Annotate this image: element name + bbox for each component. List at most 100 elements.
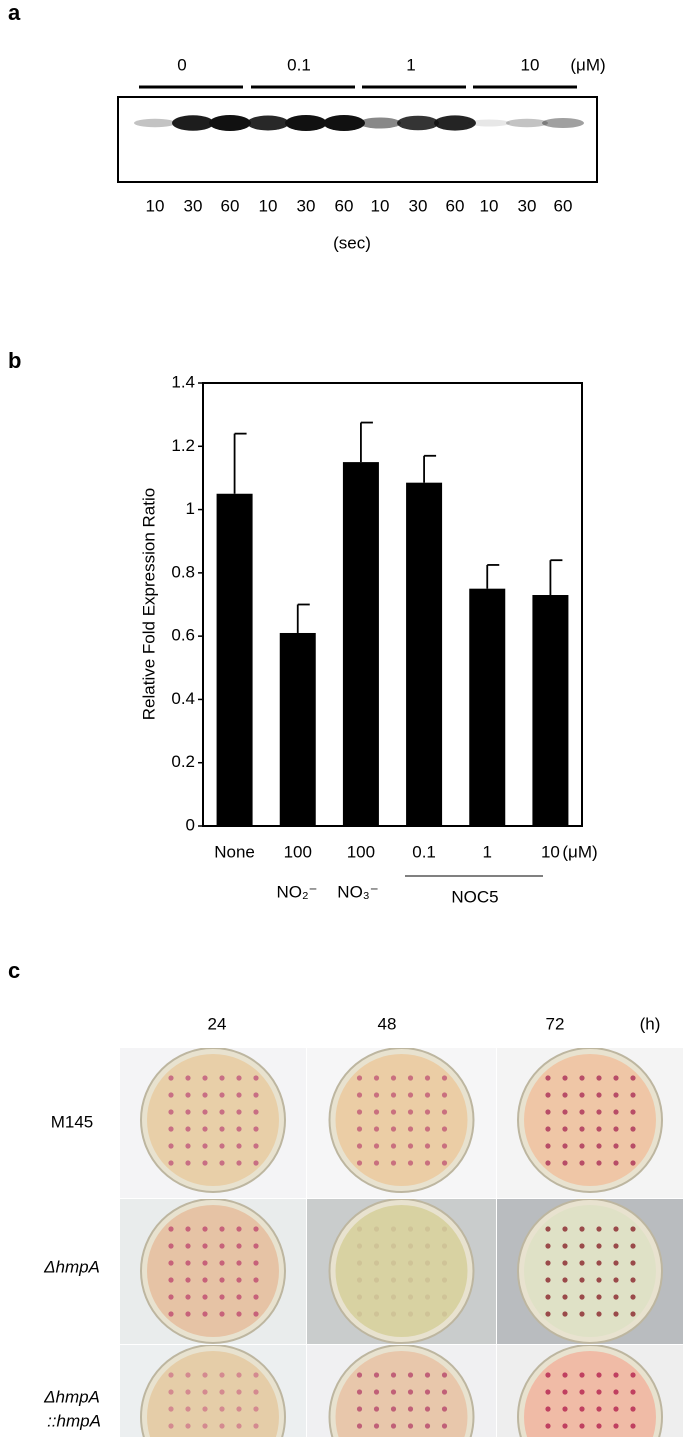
band — [209, 115, 251, 131]
time-label: 48 — [378, 1014, 397, 1033]
colony — [390, 1372, 397, 1378]
plate-agar — [335, 1351, 468, 1437]
colony — [168, 1372, 174, 1378]
colony — [596, 1406, 602, 1412]
colony — [356, 1126, 363, 1132]
time-label: 60 — [446, 196, 465, 215]
colony — [545, 1294, 551, 1300]
colony — [424, 1389, 431, 1395]
colony — [168, 1160, 174, 1166]
colony — [630, 1075, 636, 1081]
colony — [390, 1277, 397, 1283]
colony — [630, 1372, 636, 1378]
colony — [236, 1372, 242, 1378]
y-tick-label: 0.8 — [171, 562, 195, 581]
colony — [219, 1277, 225, 1283]
colony — [407, 1311, 414, 1317]
colony — [390, 1311, 397, 1317]
colony — [168, 1126, 174, 1132]
colony — [202, 1160, 208, 1166]
colony — [613, 1372, 619, 1378]
colony — [613, 1277, 619, 1283]
colony — [562, 1389, 568, 1395]
colony — [390, 1109, 397, 1115]
time-label: 10 — [371, 196, 390, 215]
x-tick-label: None — [214, 842, 255, 861]
colony — [613, 1260, 619, 1266]
colony — [219, 1226, 225, 1232]
colony — [185, 1311, 191, 1317]
colony — [579, 1075, 585, 1081]
colony — [545, 1143, 551, 1149]
colony — [613, 1226, 619, 1232]
colony — [373, 1243, 380, 1249]
colony — [424, 1092, 431, 1098]
colony — [613, 1092, 619, 1098]
error-bar — [233, 432, 247, 494]
plate-photo — [497, 1048, 683, 1198]
colony — [236, 1260, 242, 1266]
colony — [219, 1406, 225, 1412]
error-bar — [360, 421, 373, 463]
colony — [185, 1143, 191, 1149]
colony — [356, 1406, 363, 1412]
colony — [253, 1423, 259, 1429]
colony — [596, 1160, 602, 1166]
colony — [390, 1243, 397, 1249]
colony — [596, 1311, 602, 1317]
colony — [356, 1260, 363, 1266]
colony — [356, 1092, 363, 1098]
colony — [356, 1372, 363, 1378]
colony — [390, 1423, 397, 1429]
colony — [356, 1075, 363, 1081]
colony — [407, 1075, 414, 1081]
colony — [168, 1243, 174, 1249]
colony — [579, 1406, 585, 1412]
colony — [202, 1260, 208, 1266]
colony — [424, 1260, 431, 1266]
colony — [424, 1109, 431, 1115]
colony — [219, 1109, 225, 1115]
colony — [579, 1126, 585, 1132]
colony — [202, 1423, 208, 1429]
unit-label: (μM) — [562, 842, 597, 861]
time-label: 72 — [546, 1014, 565, 1033]
colony — [630, 1226, 636, 1232]
colony — [168, 1226, 174, 1232]
colony — [630, 1160, 636, 1166]
colony — [596, 1260, 602, 1266]
colony — [390, 1075, 397, 1081]
colony — [168, 1389, 174, 1395]
colony — [202, 1311, 208, 1317]
colony — [168, 1311, 174, 1317]
band — [323, 115, 365, 131]
group-label: NO₂⁻ — [276, 882, 317, 901]
plate-photo — [307, 1048, 496, 1198]
unit-label: (h) — [640, 1014, 661, 1033]
colony — [613, 1294, 619, 1300]
bar — [532, 595, 569, 826]
colony — [202, 1143, 208, 1149]
colony — [441, 1092, 448, 1098]
strain-label: ΔhmpA — [43, 1387, 100, 1406]
colony — [168, 1423, 174, 1429]
colony — [185, 1226, 191, 1232]
colony — [168, 1092, 174, 1098]
plates — [120, 1048, 683, 1437]
colony — [236, 1126, 242, 1132]
colony — [236, 1109, 242, 1115]
colony — [630, 1277, 636, 1283]
colony — [373, 1226, 380, 1232]
colony — [596, 1243, 602, 1249]
colony — [441, 1160, 448, 1166]
y-tick-label: 0 — [186, 815, 195, 834]
colony — [253, 1143, 259, 1149]
colony — [613, 1160, 619, 1166]
colony — [630, 1126, 636, 1132]
x-tick-label: 10 — [541, 842, 560, 861]
band — [397, 115, 439, 131]
colony — [630, 1143, 636, 1149]
colony — [441, 1243, 448, 1249]
colony — [441, 1109, 448, 1115]
colony — [253, 1092, 259, 1098]
